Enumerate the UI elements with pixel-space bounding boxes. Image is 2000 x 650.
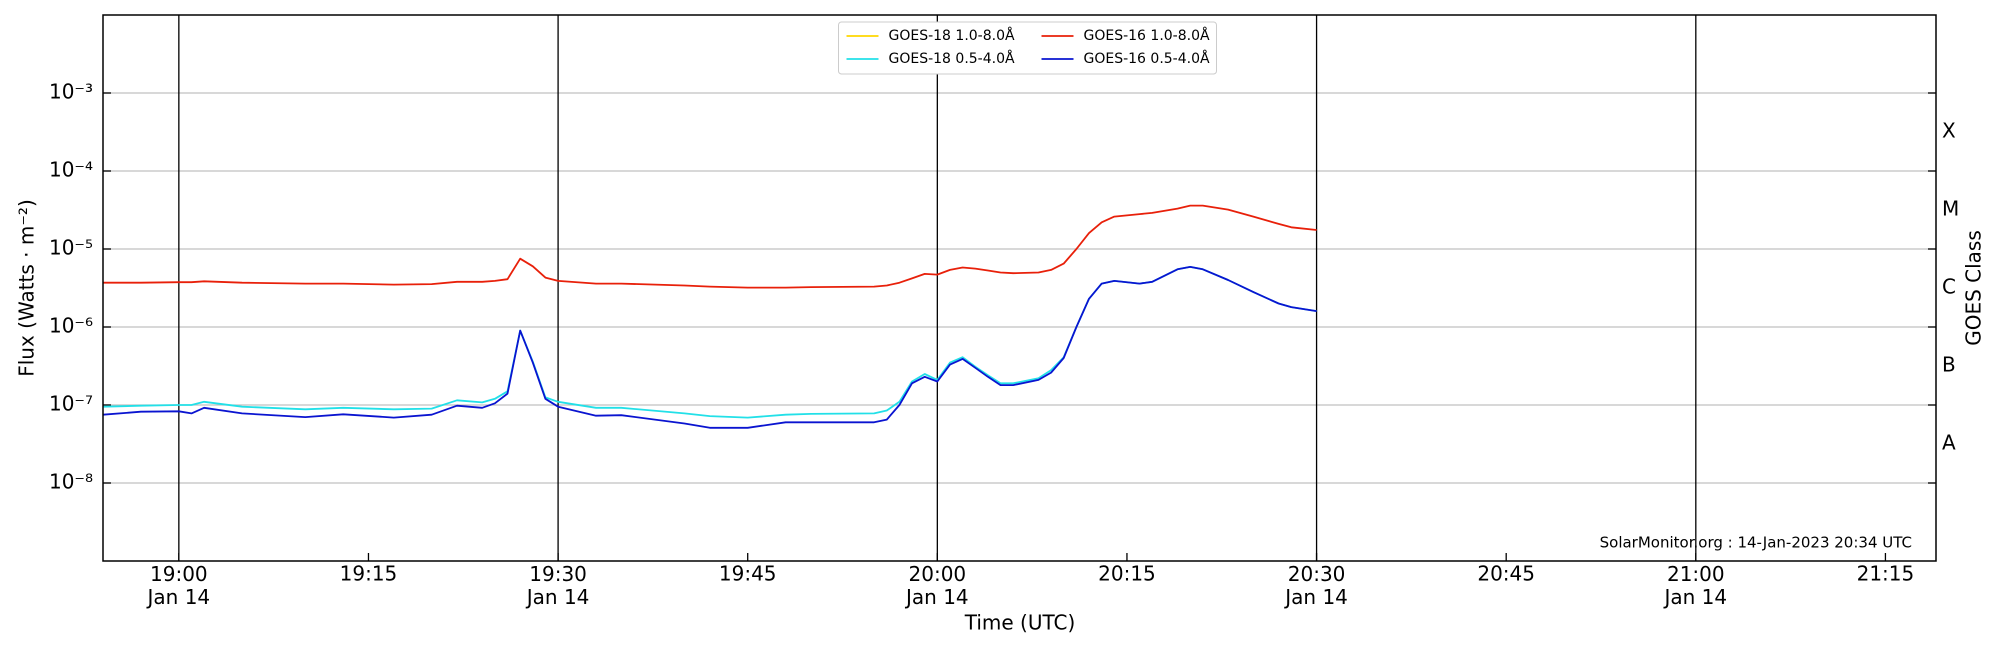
x-tick-label: 20:30 Jan 14 xyxy=(1283,562,1348,609)
y-tick-label: 10⁻⁸ xyxy=(49,470,93,494)
x-tick-label: 21:00 Jan 14 xyxy=(1662,562,1727,609)
y2-axis-label: GOES Class xyxy=(1962,230,1986,346)
series-line xyxy=(103,204,1317,289)
goes-class-label: X xyxy=(1942,119,1956,143)
y-axis-label: Flux (Watts · m⁻²) xyxy=(15,199,39,377)
x-tick-label: 20:15 xyxy=(1098,562,1156,586)
goes-class-label: B xyxy=(1942,353,1956,377)
legend-label: GOES-16 1.0-8.0Å xyxy=(1084,27,1210,44)
goes-class-label: A xyxy=(1942,431,1956,455)
legend-box xyxy=(838,21,1217,75)
x-axis-label: Time (UTC) xyxy=(964,611,1076,635)
goes-class-label: M xyxy=(1942,197,1959,221)
y-tick-label: 10⁻⁵ xyxy=(49,236,93,260)
goes-class-label: C xyxy=(1942,275,1956,299)
legend: GOES-18 1.0-8.0Å GOES-18 0.5-4.0Å GOES-16 … xyxy=(838,21,1217,75)
legend-label: GOES-16 0.5-4.0Å xyxy=(1084,50,1210,67)
x-tick-label: 21:15 xyxy=(1857,562,1915,586)
legend-label: GOES-18 1.0-8.0Å xyxy=(889,27,1015,44)
x-tick-label: 19:15 xyxy=(340,562,398,586)
annotation: SolarMonitor.org : 14-Jan-2023 20:34 UTC xyxy=(1600,534,1912,552)
y-tick-label: 10⁻⁶ xyxy=(49,314,93,338)
x-tick-label: 19:30 Jan 14 xyxy=(525,562,590,609)
x-tick-label: 19:45 xyxy=(719,562,777,586)
series-line xyxy=(102,266,1317,429)
legend-label: GOES-18 0.5-4.0Å xyxy=(889,50,1015,67)
plot-frame xyxy=(102,14,1937,562)
x-tick-label: 19:00 Jan 14 xyxy=(146,562,211,609)
y-tick-label: 10⁻⁷ xyxy=(49,392,93,416)
y-tick-label: 10⁻³ xyxy=(49,80,93,104)
x-tick-label: 20:45 xyxy=(1477,562,1535,586)
y-tick-label: 10⁻⁴ xyxy=(49,158,93,182)
x-tick-label: 20:00 Jan 14 xyxy=(904,562,969,609)
